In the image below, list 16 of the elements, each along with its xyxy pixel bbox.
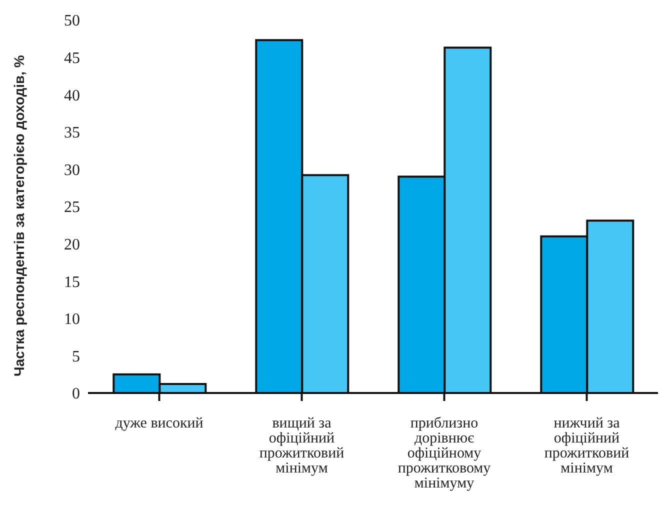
- y-tick-label: 30: [64, 162, 80, 179]
- x-tick-label: нижчий за офіційний прожитковий мінімум: [544, 416, 630, 477]
- y-tick-label: 10: [64, 311, 80, 328]
- x-tick-label: вищий за офіційний прожитковий мінімум: [259, 416, 344, 477]
- y-tick-label: 35: [64, 124, 80, 142]
- y-tick-label: 5: [72, 348, 80, 366]
- y-axis-title: Частка респондентів за категорією доходів, %: [10, 54, 27, 376]
- y-tick-label: 20: [64, 236, 80, 254]
- y-tick-label: 50: [64, 12, 80, 30]
- y-tick-label: 40: [64, 87, 80, 104]
- y-tick-label: 45: [64, 50, 80, 67]
- y-tick-label: 0: [72, 386, 80, 403]
- x-tick-label: приблизно дорівнює офіційному прожитковому мінімуму: [398, 416, 492, 492]
- y-tick-label: 25: [64, 199, 80, 216]
- y-tick-label: 15: [64, 274, 80, 291]
- x-tick-label: дуже високий: [115, 416, 204, 432]
